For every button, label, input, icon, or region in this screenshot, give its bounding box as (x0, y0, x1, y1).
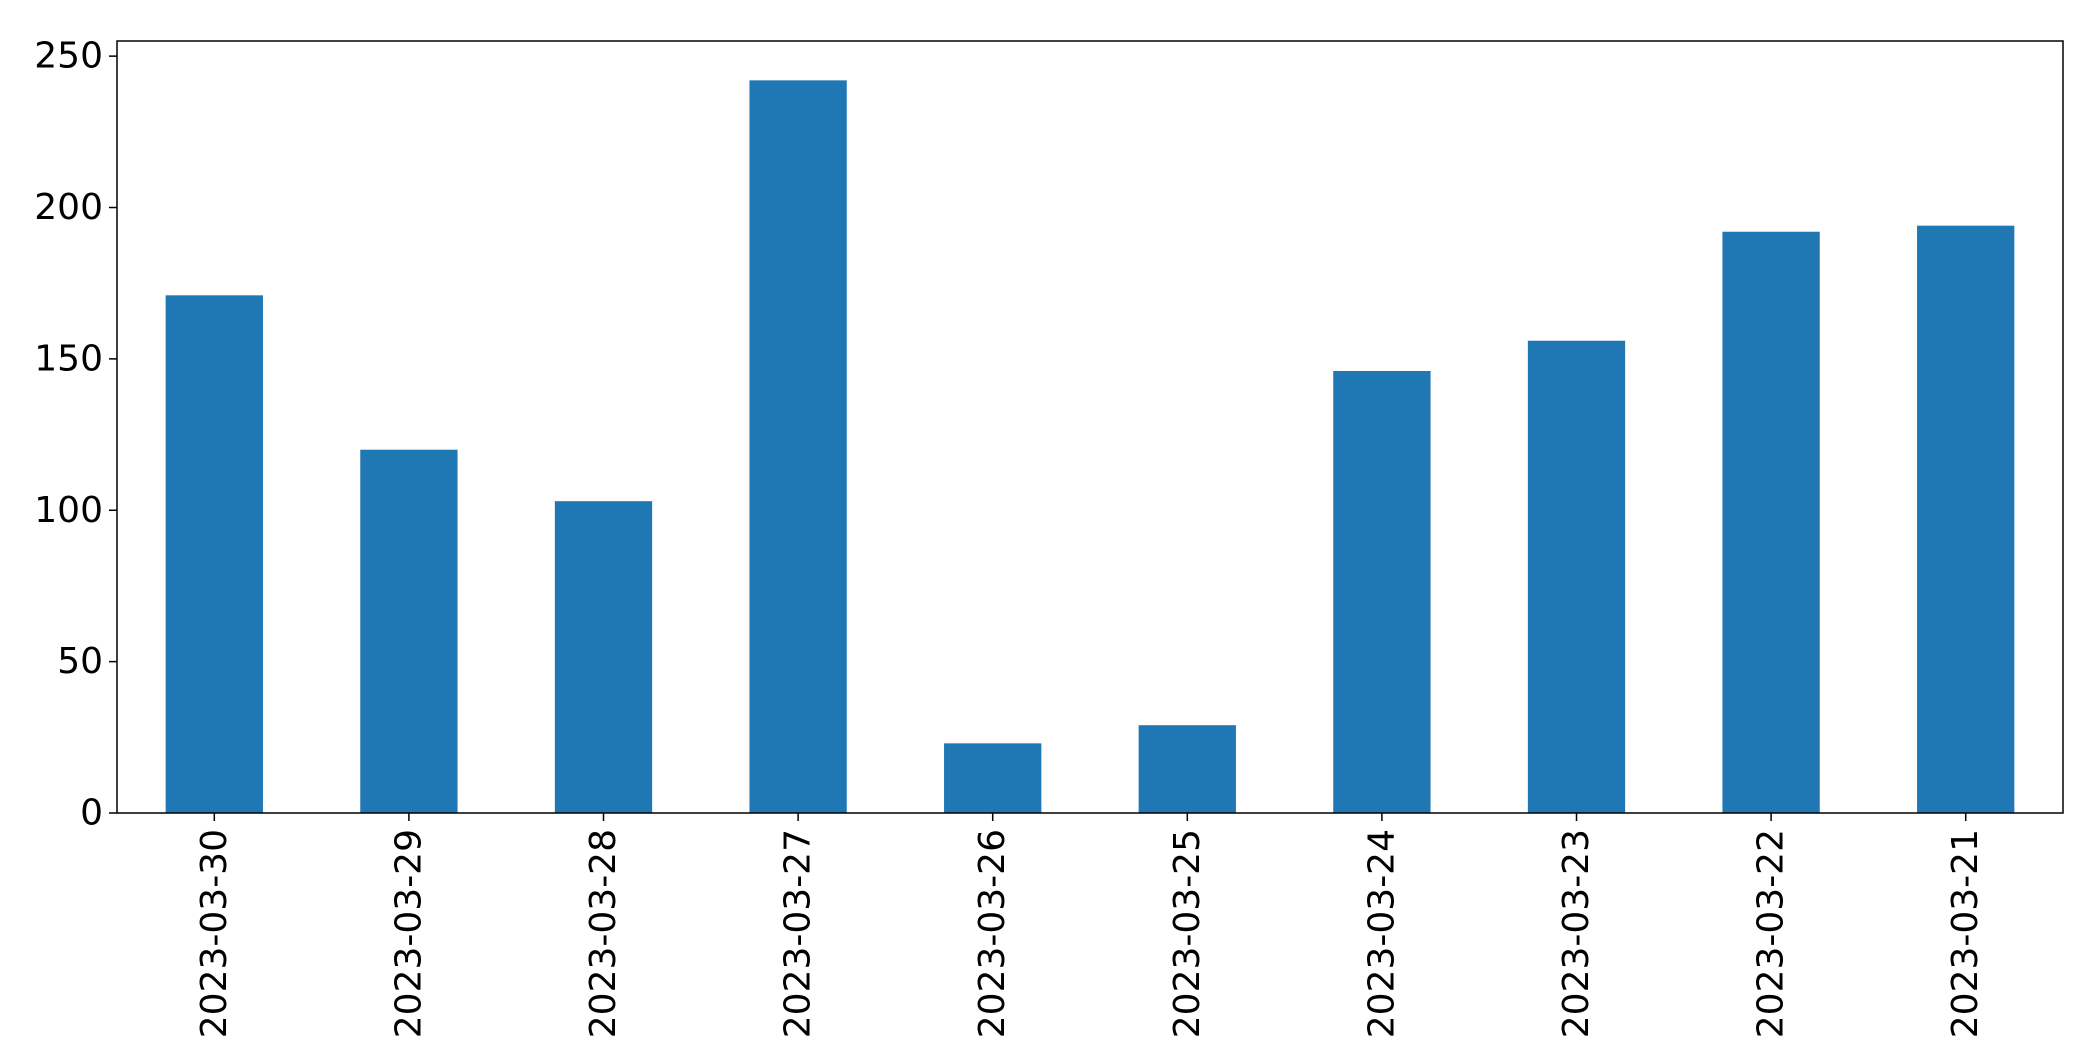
bar-2023-03-24 (1333, 370, 1431, 813)
y-tick-label: 50 (57, 641, 103, 682)
x-tick-label: 2023-03-22 (1751, 829, 1792, 1038)
bar-2023-03-26 (944, 743, 1042, 813)
x-tick-label: 2023-03-21 (1945, 829, 1986, 1038)
x-tick-label: 2023-03-29 (388, 829, 429, 1038)
y-tick-label: 150 (34, 338, 103, 379)
bar-2023-03-28 (554, 501, 653, 813)
x-tick-label: 2023-03-27 (778, 829, 819, 1038)
x-tick-label: 2023-03-25 (1167, 829, 1208, 1038)
x-tick-label: 2023-03-30 (194, 829, 235, 1038)
y-tick-label: 100 (34, 490, 103, 531)
bars-group (165, 80, 2015, 814)
x-axis: 2023-03-30 2023-03-29 2023-03-28 2023-03-27… (194, 813, 1986, 1038)
plot-frame (116, 40, 2064, 814)
y-axis: 0 50 100 150 200 250 (34, 36, 117, 834)
x-tick-label: 2023-03-26 (972, 829, 1013, 1038)
bar-2023-03-23 (1527, 340, 1626, 813)
y-tick-label: 250 (34, 36, 103, 77)
x-tick-label: 2023-03-24 (1361, 829, 1402, 1038)
bar-2023-03-21 (1917, 225, 2015, 814)
bar-2023-03-27 (749, 80, 847, 814)
y-tick-label: 200 (34, 187, 103, 228)
bar-2023-03-22 (1722, 231, 1820, 814)
x-tick-label: 2023-03-23 (1556, 829, 1597, 1038)
bar-2023-03-29 (360, 449, 458, 813)
bar-2023-03-30 (165, 295, 263, 813)
bar-2023-03-25 (1138, 725, 1236, 813)
y-tick-label: 0 (80, 793, 103, 834)
x-tick-label: 2023-03-28 (583, 829, 624, 1038)
